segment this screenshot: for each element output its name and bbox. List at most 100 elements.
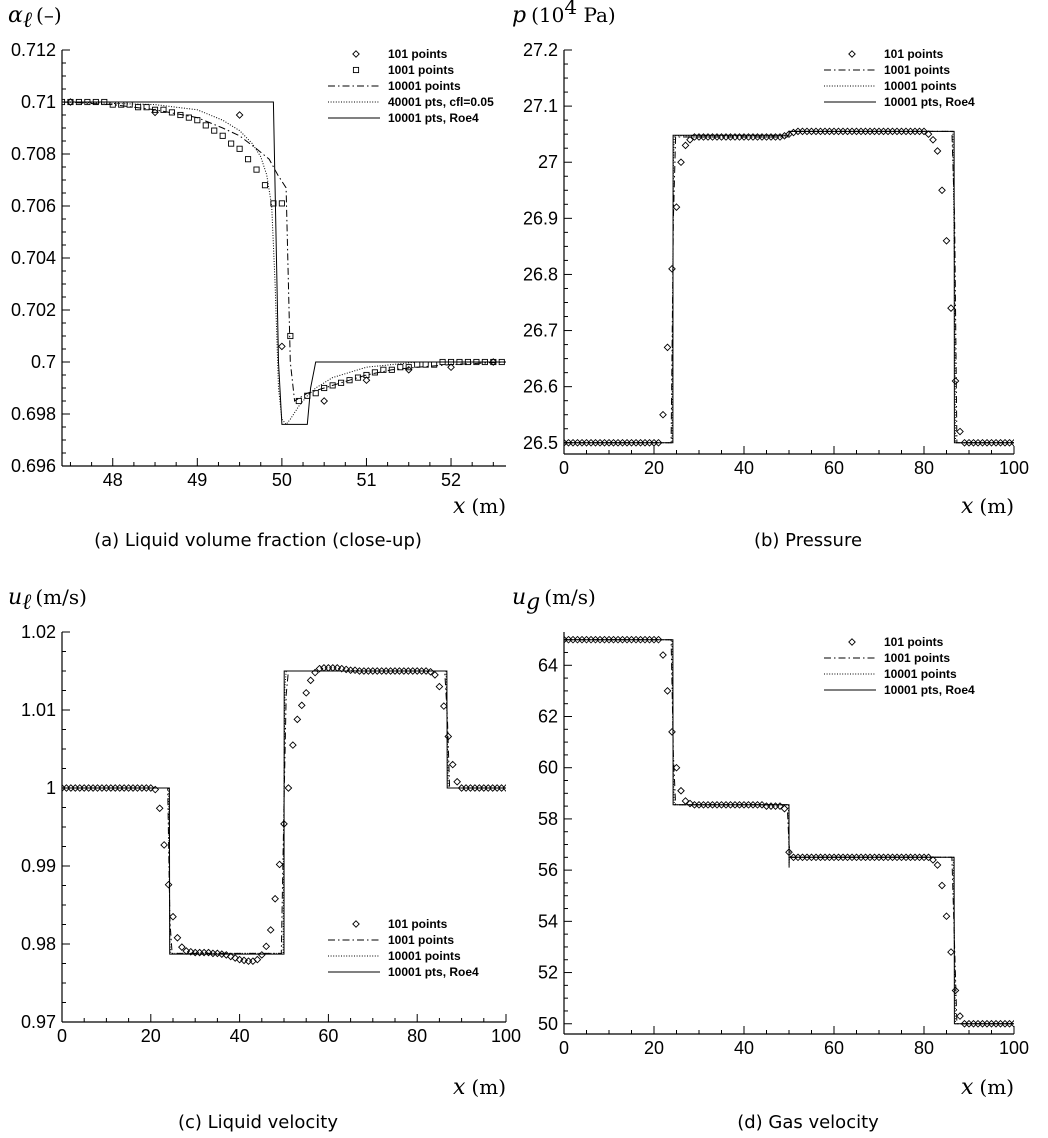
data-point	[320, 397, 329, 405]
x-tick-label: 52	[441, 470, 461, 490]
data-point	[1010, 1019, 1014, 1028]
x-tick-label: 80	[914, 458, 934, 478]
legend-label: 10001 points	[884, 79, 957, 93]
data-point	[363, 371, 370, 379]
x-tick-label: 20	[141, 1026, 161, 1046]
data-point	[681, 797, 690, 805]
data-point	[321, 384, 328, 392]
series-markers-0	[66, 98, 498, 405]
data-point	[956, 1012, 964, 1020]
data-point	[654, 438, 663, 447]
legend-label: 1001 points	[388, 63, 454, 77]
data-point	[338, 379, 345, 386]
y-tick-label: 0.97	[21, 1012, 56, 1032]
series-markers-0	[564, 635, 1014, 1028]
data-point	[126, 101, 133, 108]
data-point	[270, 200, 277, 207]
data-point	[440, 702, 448, 710]
data-point	[213, 949, 222, 958]
y-tick-label: 0.7	[31, 352, 56, 372]
data-point	[226, 952, 235, 961]
data-point	[185, 114, 192, 121]
x-axis-label: x (m)	[961, 1075, 1014, 1100]
chart-panel-b: 0 20 40 60 80 100 26.5 26.6 26.7 26.8 26.9 27 27.1 27…	[512, 0, 1029, 551]
data-point	[938, 881, 946, 890]
data-point	[219, 132, 226, 139]
y-tick-label: 26.5	[523, 433, 558, 453]
data-point	[677, 158, 685, 167]
y-tick-label: 1.01	[21, 700, 56, 720]
plot-area	[564, 635, 1014, 1028]
panel-caption: (b) Pressure	[754, 530, 862, 551]
data-point	[920, 127, 928, 136]
y-tick-label: 27.2	[523, 40, 558, 60]
x-axis-label: x (m)	[961, 494, 1014, 519]
data-point	[663, 343, 672, 352]
x-tick-label: 20	[644, 458, 664, 478]
y-axis-label: ug (m/s)	[512, 585, 596, 615]
legend-marker	[352, 920, 360, 928]
chart-panel-a: 48 49 50 51 52 0.696 0.698 0.7 0.702 0.704 0.706 0.…	[8, 3, 506, 551]
x-tick-label: 60	[824, 1038, 844, 1058]
data-point	[337, 664, 346, 673]
data-point	[287, 332, 294, 340]
data-point	[284, 784, 293, 792]
legend-label: 101 points	[388, 47, 448, 61]
legend-label: 10001 pts, Roe4	[884, 683, 975, 697]
data-point	[297, 701, 306, 710]
series-line-1	[62, 670, 506, 954]
data-point	[780, 804, 789, 813]
y-tick-label: 0.99	[21, 856, 56, 876]
data-point	[235, 111, 244, 119]
chart-panel-c: 0 20 40 60 80 100 0.97 0.98 0.99 1 1.01 1.02 101 poi…	[8, 585, 521, 1133]
y-tick-label: 1	[46, 778, 56, 798]
data-point	[668, 728, 676, 736]
y-tick-label: 0.708	[11, 144, 56, 164]
data-point	[118, 101, 125, 108]
plot-area	[62, 664, 506, 965]
plot-area	[564, 127, 1014, 447]
data-point	[677, 786, 685, 795]
data-point	[405, 364, 412, 371]
data-point	[169, 912, 177, 921]
data-point	[253, 955, 262, 964]
series-line-3	[564, 130, 1014, 444]
data-point	[155, 804, 164, 813]
y-tick-label: 26.7	[523, 321, 558, 341]
data-point	[278, 200, 285, 207]
data-point	[717, 133, 726, 141]
legend-label: 10001 points	[388, 79, 461, 93]
legend: 101 points 1001 points 10001 points 10001 p…	[328, 917, 479, 979]
data-point	[435, 682, 444, 691]
legend: 101 points 1001 points 10001 points 40001 p…	[328, 47, 494, 125]
y-tick-label: 27	[538, 152, 558, 172]
data-point	[329, 664, 337, 672]
series-line-3	[62, 670, 506, 955]
data-point	[235, 955, 244, 964]
y-axis-label: uℓ (m/s)	[8, 585, 87, 615]
y-axis-label: αℓ (–)	[8, 3, 62, 33]
data-point	[933, 861, 942, 869]
series-line-1	[564, 130, 1014, 444]
data-point	[947, 304, 955, 312]
panel-caption: (c) Liquid velocity	[178, 1112, 338, 1133]
data-point	[261, 182, 269, 189]
legend: 101 points 1001 points 10001 points 10001 p…	[824, 47, 975, 109]
y-tick-label: 0.712	[11, 40, 56, 60]
y-tick-label: 0.98	[21, 934, 56, 954]
data-point	[354, 374, 362, 381]
data-point	[228, 140, 235, 147]
data-point	[324, 664, 333, 672]
legend-marker	[352, 50, 360, 58]
data-point	[956, 427, 964, 436]
y-tick-label: 56	[538, 860, 558, 880]
data-point	[257, 951, 266, 959]
data-point	[686, 135, 694, 144]
x-tick-label: 80	[407, 1026, 427, 1046]
data-point	[342, 665, 350, 674]
legend-label: 101 points	[388, 917, 448, 931]
y-tick-label: 26.6	[523, 377, 558, 397]
data-point	[422, 667, 430, 675]
